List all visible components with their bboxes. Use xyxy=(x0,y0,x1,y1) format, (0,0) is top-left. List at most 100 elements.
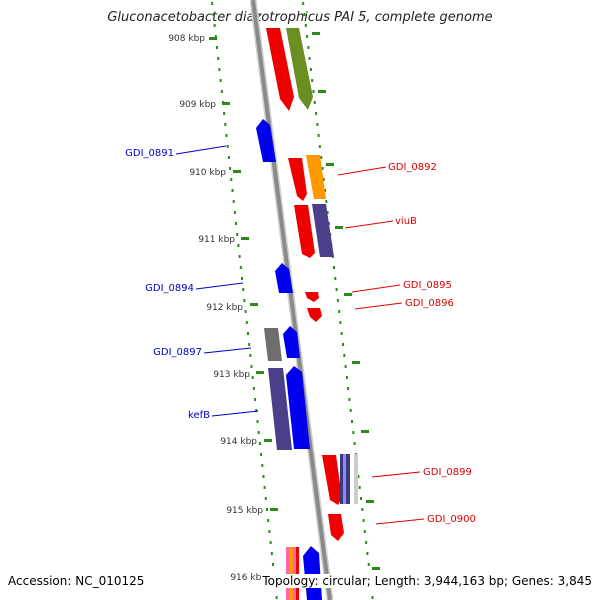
track-dot xyxy=(349,409,352,412)
track-dot xyxy=(334,277,337,280)
gene-arrow-gdi0900[interactable] xyxy=(328,514,344,541)
gene-arrow-gdi0894[interactable] xyxy=(275,263,293,293)
gene-arrow-gdi0891[interactable] xyxy=(256,119,276,162)
track-dot xyxy=(351,420,353,423)
track-dot xyxy=(258,442,261,445)
major-tick xyxy=(318,90,326,93)
major-tick xyxy=(270,508,278,511)
track-dot xyxy=(250,365,253,368)
kbp-label: 911 kbp xyxy=(198,235,235,245)
gene-label-gdi0894[interactable]: GDI_0894 xyxy=(145,283,194,294)
track-dot xyxy=(309,68,312,71)
kbp-label: 909 kbp xyxy=(179,100,216,110)
gene-label-gdi0899[interactable]: GDI_0899 xyxy=(423,467,472,478)
track-dot xyxy=(275,596,278,599)
gene-label-gdi0900[interactable]: GDI_0900 xyxy=(427,514,476,525)
track-dot xyxy=(311,79,314,82)
gene-label-gdi0896[interactable]: GDI_0896 xyxy=(405,298,454,309)
gene-arrow-gdi0897-blue[interactable] xyxy=(283,326,300,358)
gene-arrow-gdi0896[interactable] xyxy=(307,308,322,322)
track-dot xyxy=(371,596,374,599)
kbp-labels: 908 kbp 909 kbp 910 kbp 911 kbp 912 kbp … xyxy=(168,34,267,583)
track-dot xyxy=(318,145,321,148)
track-dot xyxy=(267,519,270,522)
map-title: Gluconacetobacter diazotrophicus PAI 5, … xyxy=(107,10,493,25)
track-dot xyxy=(343,354,346,357)
major-tick xyxy=(372,567,380,570)
major-tick xyxy=(241,237,249,240)
gene-label-kefb[interactable]: kefB xyxy=(188,410,210,421)
kbp-label: 914 kbp xyxy=(220,437,257,447)
gene-arrow-viub-purple[interactable] xyxy=(312,204,334,257)
track-dot xyxy=(237,244,240,247)
kbp-label: 913 kbp xyxy=(213,370,250,380)
gene-label-gdi0895[interactable]: GDI_0895 xyxy=(403,280,452,291)
gene-label-gdi0897[interactable]: GDI_0897 xyxy=(153,347,202,358)
kbp-label: 915 kbp xyxy=(226,506,263,516)
track-dot xyxy=(261,464,264,467)
track-dot xyxy=(266,508,268,511)
track-dot xyxy=(245,321,248,324)
track-dot xyxy=(360,497,362,500)
track-dot xyxy=(362,519,365,522)
track-dot xyxy=(268,530,271,533)
major-tick xyxy=(222,102,230,105)
gene-arrow-gdi0899-red[interactable] xyxy=(322,455,342,505)
major-tick xyxy=(366,500,374,503)
track-dot xyxy=(242,288,245,291)
gene-arrow-gdi0892-red[interactable] xyxy=(288,158,307,201)
track-dot xyxy=(342,343,344,346)
gene-arrow-red[interactable] xyxy=(266,28,294,111)
track-dot xyxy=(321,167,324,170)
track-dot xyxy=(270,552,273,555)
track-dot xyxy=(226,145,229,148)
track-dot xyxy=(317,134,320,137)
track-dot xyxy=(347,387,350,390)
gene-label-viub[interactable]: viuB xyxy=(395,216,417,227)
track-dot xyxy=(232,200,235,203)
gene-label-gdi0892[interactable]: GDI_0892 xyxy=(388,162,437,173)
track-dot xyxy=(225,134,228,137)
track-dot xyxy=(248,343,251,346)
track-dot xyxy=(219,79,222,82)
track-dot xyxy=(363,530,366,533)
track-dot xyxy=(358,486,361,489)
major-tick xyxy=(250,303,258,306)
accession-text: Accession: NC_010125 xyxy=(8,574,145,588)
gene-arrow-gdi0892-orange[interactable] xyxy=(306,155,326,199)
track-dot xyxy=(214,35,217,38)
major-tick xyxy=(312,32,320,35)
track-dot xyxy=(252,387,255,390)
gene-label-gdi0891[interactable]: GDI_0891 xyxy=(125,148,174,159)
gene-arrow-kefb-purple[interactable] xyxy=(268,368,292,450)
track-dot xyxy=(336,299,339,302)
gene-arrow-gdi0895[interactable] xyxy=(305,292,319,302)
track-dot xyxy=(344,365,347,368)
track-dot xyxy=(238,255,241,258)
track-dot xyxy=(315,112,318,115)
track-dot xyxy=(251,376,254,379)
major-tick xyxy=(256,371,264,374)
track-dot xyxy=(260,453,263,456)
track-dot xyxy=(220,90,223,93)
gene-arrow-viub-red[interactable] xyxy=(294,205,315,258)
gene-arrow-olive[interactable] xyxy=(286,28,313,110)
track-dot xyxy=(324,189,327,192)
track-dot xyxy=(306,35,309,38)
track-dot xyxy=(239,266,242,269)
track-dot xyxy=(216,46,218,49)
major-tick xyxy=(209,37,217,40)
track-dot xyxy=(262,475,265,478)
track-dot xyxy=(218,68,221,71)
track-dot xyxy=(333,266,335,269)
track-dot xyxy=(340,332,343,335)
track-dot xyxy=(233,211,236,214)
gene-arrow-kefb-blue[interactable] xyxy=(286,366,310,449)
track-dot xyxy=(345,376,348,379)
gene-arrow-gdi0897-gray[interactable] xyxy=(264,328,282,361)
track-dot xyxy=(316,123,319,126)
track-dot xyxy=(272,563,274,566)
gene-arrow-bottom-blue[interactable] xyxy=(303,546,322,600)
track-dot xyxy=(367,563,370,566)
